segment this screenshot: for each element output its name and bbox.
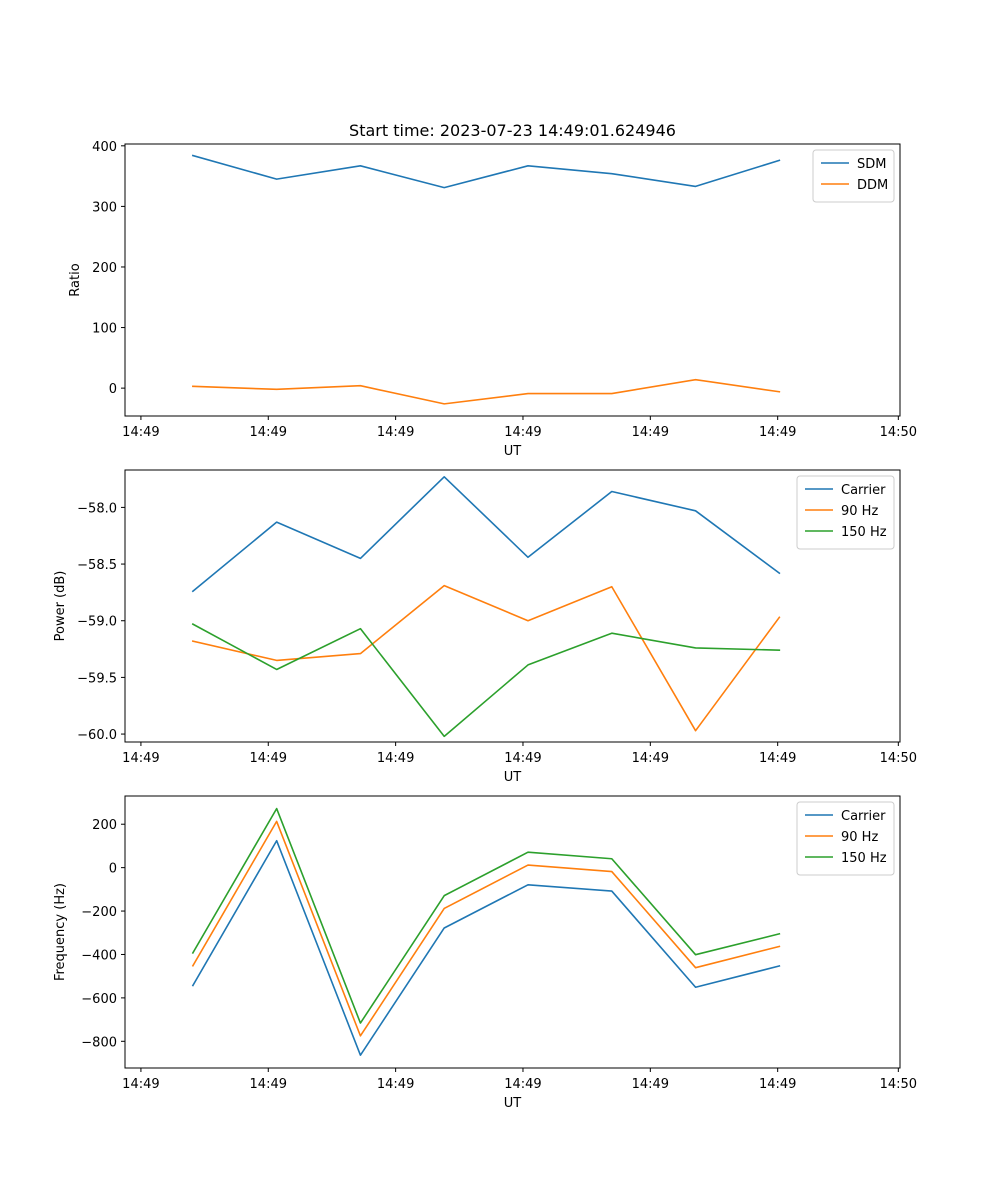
legend-entry: Carrier: [841, 809, 886, 824]
x-tick-label: 14:49: [377, 425, 414, 440]
x-tick-label: 14:49: [122, 425, 159, 440]
y-tick-label: 0: [109, 862, 117, 877]
chart-panel-2: 14:49 14:49 14:49 14:49 14:49 14:49 14:50 −58.0…: [53, 469, 917, 785]
series-line-carrier: [191, 475, 781, 593]
legend-entry: 90 Hz: [841, 504, 878, 519]
chart-panel-3: 14:49 14:49 14:49 14:49 14:49 14:49 14:50 200 0 −…: [53, 795, 917, 1111]
y-tick-label: 100: [92, 322, 117, 337]
axes-frame: [124, 143, 901, 417]
x-tick-label: 14:49: [377, 751, 414, 766]
legend-entry: 150 Hz: [841, 851, 887, 866]
series-line-150-hz: [191, 623, 781, 738]
y-tick-label: −400: [81, 948, 117, 963]
y-tick-label: 400: [92, 140, 117, 155]
y-tick-label: −600: [81, 992, 117, 1007]
y-tick-label: −58.0: [77, 501, 117, 516]
series-line-150-hz: [191, 807, 781, 1024]
x-tick-label: 14:49: [122, 1077, 159, 1092]
x-tick-label: 14:49: [632, 425, 669, 440]
x-tick-label: 14:49: [250, 751, 287, 766]
y-tick-label: −800: [81, 1035, 117, 1050]
y-tick-label: 300: [92, 200, 117, 215]
x-tick-label: 14:49: [122, 751, 159, 766]
x-tick-label: 14:50: [880, 751, 917, 766]
legend-entry: SDM: [857, 157, 886, 172]
x-tick-label: 14:50: [880, 425, 917, 440]
x-tick-label: 14:49: [504, 425, 541, 440]
x-tick-label: 14:49: [504, 751, 541, 766]
x-tick-label: 14:49: [504, 1077, 541, 1092]
y-axis-label: Frequency (Hz): [53, 883, 68, 981]
x-tick-label: 14:49: [759, 751, 796, 766]
x-tick-label: 14:49: [377, 1077, 414, 1092]
x-tick-label: 14:49: [250, 1077, 287, 1092]
y-tick-label: 200: [92, 818, 117, 833]
y-tick-label: 0: [109, 382, 117, 397]
x-tick-label: 14:49: [632, 751, 669, 766]
figure-title: Start time: 2023-07-23 14:49:01.624946: [349, 121, 676, 140]
x-axis-label: UT: [504, 444, 522, 459]
x-tick-label: 14:50: [880, 1077, 917, 1092]
x-tick-label: 14:49: [759, 1077, 796, 1092]
legend-entry: 90 Hz: [841, 830, 878, 845]
series-line-sdm: [191, 154, 781, 189]
legend-entry: DDM: [857, 178, 888, 193]
axes-frame: [124, 795, 901, 1069]
y-tick-label: −59.0: [77, 615, 117, 630]
x-axis-label: UT: [504, 1096, 522, 1111]
y-axis-label: Power (dB): [53, 571, 68, 642]
y-tick-label: −200: [81, 905, 117, 920]
series-line-90-hz: [191, 584, 781, 732]
y-axis-label: Ratio: [68, 263, 83, 296]
x-tick-label: 14:49: [759, 425, 796, 440]
y-tick-label: −58.5: [77, 558, 117, 573]
chart-panel-1: 14:49 14:49 14:49 14:49 14:49 14:49 14:50 0 100 2…: [68, 140, 917, 459]
x-tick-label: 14:49: [632, 1077, 669, 1092]
x-tick-label: 14:49: [250, 425, 287, 440]
y-tick-label: −60.0: [77, 728, 117, 743]
series-line-ddm: [192, 378, 781, 405]
y-tick-label: 200: [92, 261, 117, 276]
axes-frame: [124, 469, 901, 743]
legend-entry: Carrier: [841, 483, 886, 498]
y-tick-label: −59.5: [77, 671, 117, 686]
series-line-carrier: [191, 839, 781, 1056]
legend-entry: 150 Hz: [841, 525, 887, 540]
series-line-90-hz: [191, 820, 781, 1037]
x-axis-label: UT: [504, 770, 522, 785]
